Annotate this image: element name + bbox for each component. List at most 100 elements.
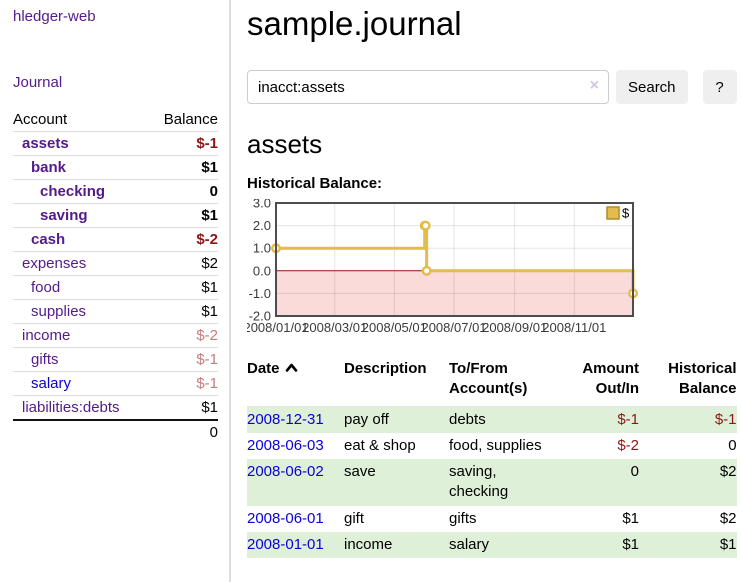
accounts-header-balance: Balance (148, 108, 218, 132)
chart-label: Historical Balance: (247, 175, 383, 192)
account-row: salary $-1 (13, 371, 218, 396)
sidebar-item-journal[interactable]: Journal (13, 74, 63, 91)
svg-text:2008/11/01: 2008/11/01 (542, 320, 606, 335)
account-name-cell: bank (13, 155, 149, 180)
svg-text:2.0: 2.0 (253, 218, 271, 233)
account-row: gifts $-1 (13, 347, 218, 372)
transaction-date-cell: 2008-06-01 (247, 506, 344, 532)
transaction-balance: $-1 (714, 410, 737, 428)
account-row: cash $-2 (13, 227, 218, 252)
account-name-cell: gifts (13, 347, 149, 372)
transaction-amount: $-1 (617, 410, 639, 428)
col-date[interactable]: Date (247, 357, 344, 407)
chart-container: 3.0 2.0 1.0 0.0 -1.0 -2.0 2008/01/01 2008/03/01… (247, 199, 737, 341)
svg-text:0.0: 0.0 (253, 263, 271, 278)
svg-text:2008/05/01: 2008/05/01 (362, 320, 427, 335)
account-row: assets $-1 (13, 131, 218, 156)
transaction-date-link[interactable]: 2008-06-03 (247, 436, 324, 454)
transaction-date-link[interactable]: 2008-12-31 (247, 410, 324, 428)
account-balance: $1 (148, 299, 218, 324)
transaction-date-cell: 2008-06-03 (247, 433, 344, 459)
transaction-description: save (344, 463, 376, 480)
transaction-balance: $2 (719, 509, 737, 527)
account-row: income $-2 (13, 323, 218, 348)
account-balance: $-2 (148, 227, 218, 252)
account-name-cell: assets (13, 131, 149, 156)
page-title: sample.journal (247, 5, 462, 42)
account-link[interactable]: liabilities:debts (22, 399, 120, 416)
transaction-accounts: debts (449, 410, 486, 428)
transaction-date-link[interactable]: 2008-01-01 (247, 535, 324, 553)
account-balance: $2 (148, 251, 218, 276)
account-row: liabilities:debts $1 (13, 395, 218, 421)
transaction-date-cell: 2008-12-31 (247, 406, 344, 433)
col-amount[interactable]: Amount Out/In (554, 357, 639, 407)
account-balance: 0 (148, 179, 218, 204)
accounts-header-account: Account (13, 108, 149, 132)
clear-search-icon[interactable]: × (589, 77, 599, 94)
transaction-description: income (344, 535, 393, 553)
accounts-total-row: 0 (13, 419, 218, 444)
col-description[interactable]: Description (344, 357, 449, 407)
transaction-row: 2008-01-01 income salary $1 $1 (247, 531, 737, 558)
account-link[interactable]: salary (31, 375, 72, 392)
transactions-table: Date Description To/From Account(s) Amou… (247, 357, 737, 558)
accounts-table: Account Balance assets $-1 bank $1 check… (13, 108, 218, 444)
account-balance: $-2 (148, 323, 218, 348)
transaction-date-link[interactable]: 2008-06-01 (247, 509, 324, 527)
help-button[interactable]: ? (702, 70, 737, 104)
transaction-amount: $-2 (617, 436, 639, 454)
account-row: expenses $2 (13, 251, 218, 276)
account-link[interactable]: supplies (31, 303, 87, 320)
transaction-row: 2008-06-03 eat & shop food, supplies $-2… (247, 433, 737, 459)
svg-text:1.0: 1.0 (253, 241, 271, 256)
transaction-balance: $1 (719, 535, 737, 553)
account-link[interactable]: saving (40, 207, 88, 224)
account-row: food $1 (13, 275, 218, 300)
col-date-label: Date (247, 360, 280, 377)
app-title-link[interactable]: hledger-web (13, 8, 96, 25)
account-name-cell: expenses (13, 251, 149, 276)
transaction-date-cell: 2008-06-02 (247, 459, 344, 506)
account-link[interactable]: assets (22, 135, 69, 152)
accounts-total-value: 0 (148, 419, 218, 444)
transaction-row: 2008-06-02 save saving, checking 0 $2 (247, 459, 737, 506)
account-balance: $1 (148, 155, 218, 180)
svg-text:2008/03/01: 2008/03/01 (302, 320, 367, 335)
account-link[interactable]: gifts (31, 351, 59, 368)
sort-ascending-icon (285, 363, 297, 372)
main-content: sample.journal × Search ? assets Histori… (231, 0, 742, 582)
historical-balance-chart: 3.0 2.0 1.0 0.0 -1.0 -2.02008/01/012008/03/01… (247, 199, 639, 335)
account-link[interactable]: checking (40, 183, 106, 200)
svg-text:$: $ (622, 206, 630, 221)
account-row: saving $1 (13, 203, 218, 228)
account-balance: $1 (148, 275, 218, 300)
search-input[interactable] (247, 70, 609, 104)
col-balance[interactable]: Historical Balance (639, 357, 737, 407)
svg-text:3.0: 3.0 (253, 199, 271, 211)
app-title: hledger-web (13, 8, 229, 25)
transaction-accounts: saving, checking (449, 463, 509, 501)
account-link[interactable]: bank (31, 159, 67, 176)
transaction-description: pay off (344, 410, 389, 428)
col-accounts[interactable]: To/From Account(s) (449, 357, 554, 407)
account-row: checking 0 (13, 179, 218, 204)
account-name-cell: salary (13, 371, 149, 396)
account-link[interactable]: income (22, 327, 71, 344)
search-box: × (247, 70, 609, 104)
account-name-cell: cash (13, 227, 149, 252)
account-link[interactable]: food (31, 279, 61, 296)
transaction-date-cell: 2008-01-01 (247, 532, 344, 558)
transaction-date-link[interactable]: 2008-06-02 (247, 463, 324, 480)
search-button[interactable]: Search (616, 70, 688, 104)
account-balance: $-1 (148, 131, 218, 156)
account-link[interactable]: expenses (22, 255, 87, 272)
account-name-cell: liabilities:debts (13, 395, 149, 421)
transaction-row: 2008-12-31 pay off debts $-1 $-1 (247, 406, 737, 433)
account-name-cell: food (13, 275, 149, 300)
account-link[interactable]: cash (31, 231, 66, 248)
account-balance: $-1 (148, 347, 218, 372)
sidebar: hledger-web Journal Account Balance asse… (0, 0, 231, 582)
account-page-title: assets (247, 129, 323, 159)
transaction-accounts: salary (449, 535, 490, 553)
